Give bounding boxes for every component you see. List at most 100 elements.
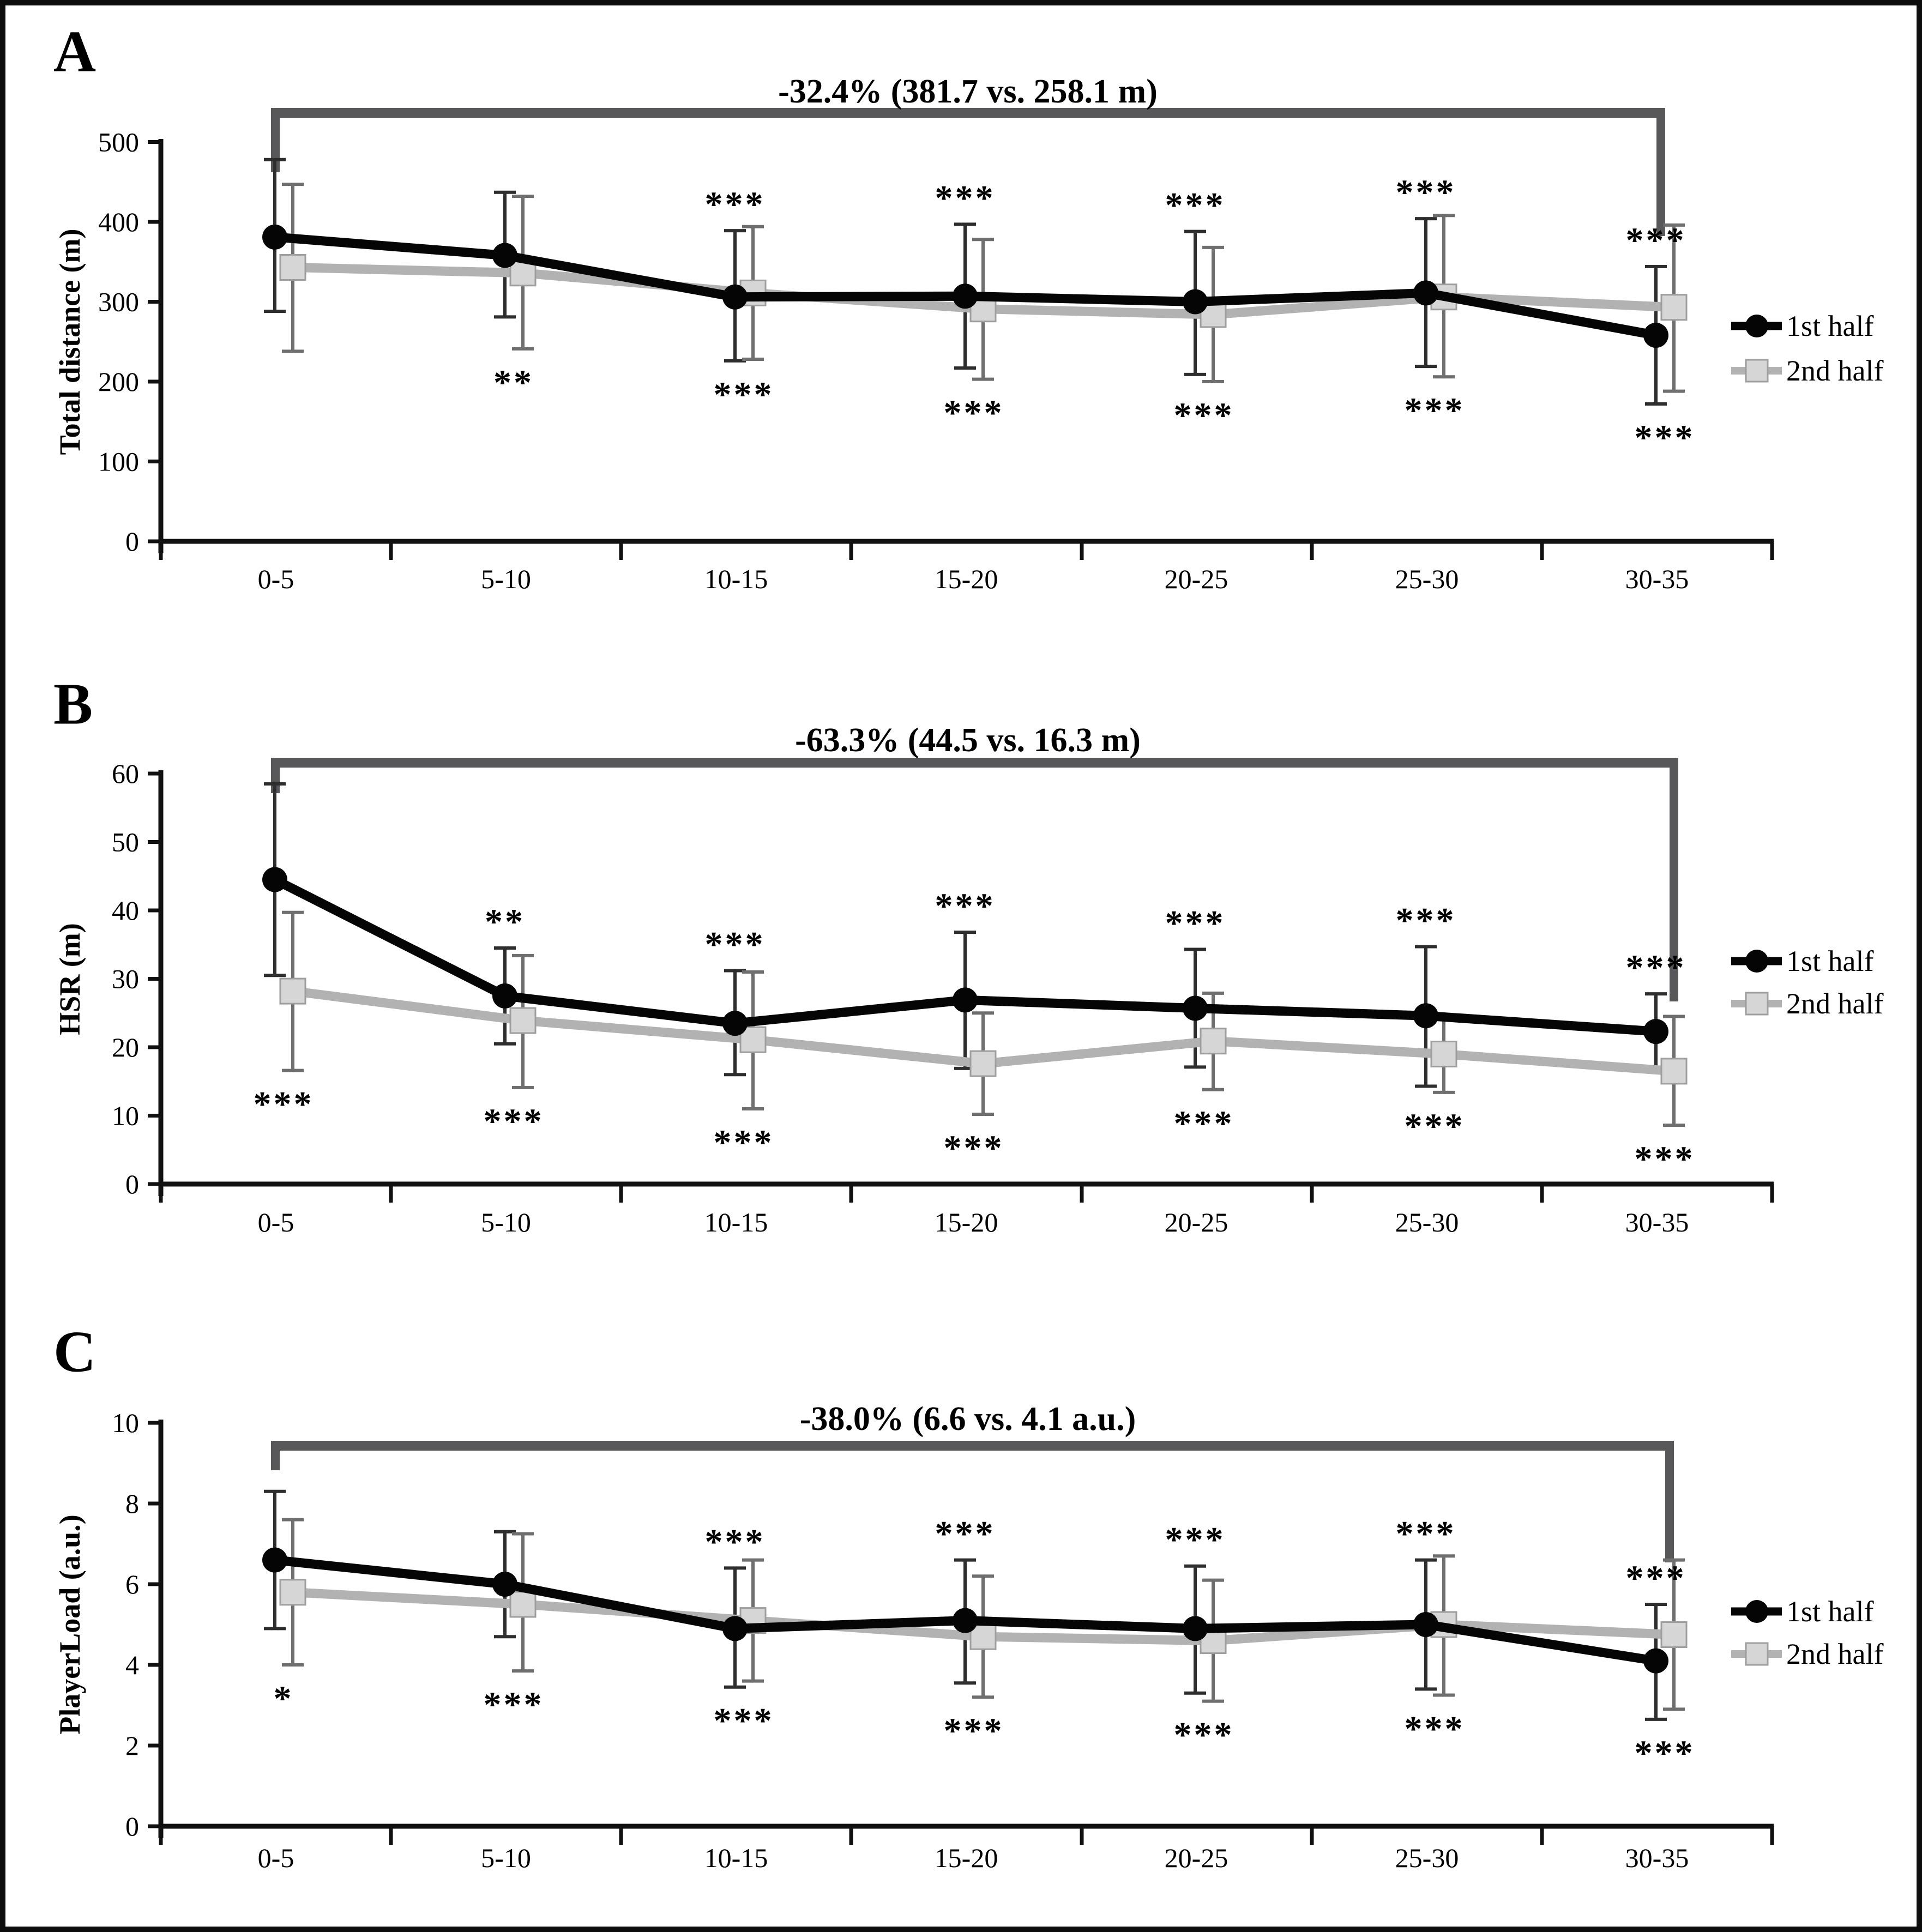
data-point-circle [1413, 1612, 1438, 1637]
data-point-circle [1643, 1648, 1668, 1674]
x-category-label: 5-10 [481, 1207, 531, 1237]
panel-a-plot: 0 100 200 300 400 500 0-5 5-10 10-15 15-20 20-25 25… [98, 108, 1774, 594]
series-first-half [262, 1547, 1668, 1674]
sig-marker-above: *** [1626, 221, 1686, 261]
sig-marker-below: *** [254, 1084, 314, 1124]
sig-marker-above: *** [935, 1514, 996, 1554]
sig-marker-below: *** [1405, 391, 1465, 431]
legend-second-half-marker-icon [1745, 1642, 1769, 1666]
x-category-label: 10-15 [704, 564, 768, 594]
data-point-circle [1413, 280, 1438, 306]
panel-c-plot: 0 2 4 6 8 10 0-5 5-10 10-15 15-20 20-25 25-30 30-35 *… [112, 1408, 1774, 1873]
sig-marker-below: *** [1405, 1709, 1465, 1749]
legend-first-half-marker-icon [1745, 950, 1768, 973]
data-point-circle [492, 1572, 517, 1597]
sig-marker-below: *** [944, 1711, 1004, 1751]
x-category-label: 0-5 [258, 1207, 294, 1237]
legend-second-half-label: 2nd half [1786, 354, 1883, 387]
comparison-bracket [271, 758, 1678, 1001]
series-second-half [279, 977, 1688, 1085]
sig-marker-above: *** [705, 1522, 766, 1562]
sig-marker-below: *** [484, 1102, 544, 1142]
data-point-square [739, 1026, 767, 1053]
sig-marker-above: ** [485, 902, 525, 942]
y-tick-label: 300 [98, 287, 139, 317]
sig-marker-above: *** [1396, 1514, 1456, 1554]
series-first-half [262, 867, 1668, 1045]
sig-marker-below: *** [714, 1701, 774, 1741]
legend-second-half-marker-icon [1745, 359, 1769, 383]
data-point-square [509, 1591, 537, 1618]
y-tick-label: 60 [112, 758, 139, 789]
y-tick-label: 50 [112, 827, 139, 858]
legend-first-half-label: 1st half [1786, 1595, 1873, 1628]
sig-marker-below: *** [1405, 1106, 1465, 1146]
legend-second-half-label: 2nd half [1786, 1638, 1883, 1670]
series-first-half [262, 224, 1668, 348]
legend-first-half-label: 1st half [1786, 310, 1873, 342]
data-point-square [509, 1007, 537, 1034]
sig-marker-below: ** [493, 363, 534, 402]
y-tick-label: 30 [112, 964, 139, 994]
significance-markers: *** *** *** ******** *** *** *** ****** [493, 173, 1693, 458]
data-point-circle [722, 284, 748, 310]
sig-marker-below: *** [1635, 1139, 1695, 1179]
data-point-square [1660, 294, 1688, 321]
data-point-square [969, 1050, 997, 1077]
x-category-label: 25-30 [1395, 1843, 1459, 1873]
y-tick-label: 10 [112, 1408, 139, 1438]
panel-a-legend: 1st half 2nd half [1731, 310, 1883, 387]
panel-b-y-axis-title: HSR (m) [53, 923, 86, 1035]
sig-marker-above: *** [1165, 1520, 1226, 1560]
legend-first-half-marker-icon [1745, 1600, 1768, 1623]
panel-a-y-axis-title: Total distance (m) [53, 229, 86, 455]
sig-marker-above: *** [1165, 185, 1226, 225]
significance-markers: *** *** *** ******* *** *** *** *** ****** [274, 1514, 1693, 1773]
sig-marker-below: * [274, 1679, 294, 1719]
data-point-circle [1183, 995, 1208, 1021]
panel-c-y-axis-title: PlayerLoad (a.u.) [53, 1514, 86, 1734]
sig-marker-below: *** [1174, 1103, 1234, 1143]
sig-marker-above: *** [935, 886, 996, 926]
sig-marker-below: *** [944, 393, 1004, 433]
legend-first-half-marker-icon [1745, 315, 1768, 337]
y-tick-label: 200 [98, 366, 139, 397]
y-tick-label: 4 [125, 1650, 139, 1680]
panel-a-letter: A [53, 20, 96, 84]
panel-c-title: -38.0% (6.6 vs. 4.1 a.u.) [800, 1400, 1136, 1438]
x-category-label: 30-35 [1625, 1843, 1689, 1873]
panel-b-title: -63.3% (44.5 vs. 16.3 m) [795, 722, 1141, 759]
y-tick-label: 6 [125, 1569, 139, 1599]
data-point-square [1430, 1041, 1457, 1068]
x-category-label: 20-25 [1165, 1207, 1228, 1237]
significance-markers: ******** *** ********* ****** ****** ****** [254, 886, 1695, 1179]
error-bars-first-half [264, 158, 1667, 406]
x-category-label: 0-5 [258, 564, 294, 594]
y-tick-label: 100 [98, 446, 139, 477]
y-tick-label: 400 [98, 207, 139, 237]
x-category-label: 15-20 [935, 1207, 998, 1237]
data-point-circle [262, 224, 287, 250]
sig-marker-below: *** [484, 1685, 544, 1725]
legend-second-half-marker-icon [1745, 992, 1769, 1016]
y-tick-label: 0 [125, 1169, 139, 1199]
x-category-label: 5-10 [481, 1843, 531, 1873]
sig-marker-below: *** [714, 1122, 774, 1162]
axes: 0 100 200 300 400 500 0-5 5-10 10-15 15-20 20-25 25… [98, 127, 1774, 594]
panel-c-letter: C [53, 1320, 96, 1385]
sig-marker-above: *** [705, 185, 766, 225]
x-category-label: 5-10 [481, 564, 531, 594]
x-category-label: 15-20 [935, 564, 998, 594]
axes: 0 2 4 6 8 10 0-5 5-10 10-15 15-20 20-25 25-30 30-35 [112, 1408, 1774, 1873]
x-category-label: 15-20 [935, 1843, 998, 1873]
data-point-square [279, 254, 306, 281]
panel-b-plot: 0 10 20 30 40 50 60 0-5 5-10 10-15 15-20 20-25 25-30… [112, 758, 1774, 1237]
data-point-square [1200, 1028, 1227, 1055]
y-tick-label: 10 [112, 1101, 139, 1131]
data-point-circle [953, 1608, 978, 1633]
data-point-circle [1183, 289, 1208, 315]
x-category-label: 25-30 [1395, 564, 1459, 594]
